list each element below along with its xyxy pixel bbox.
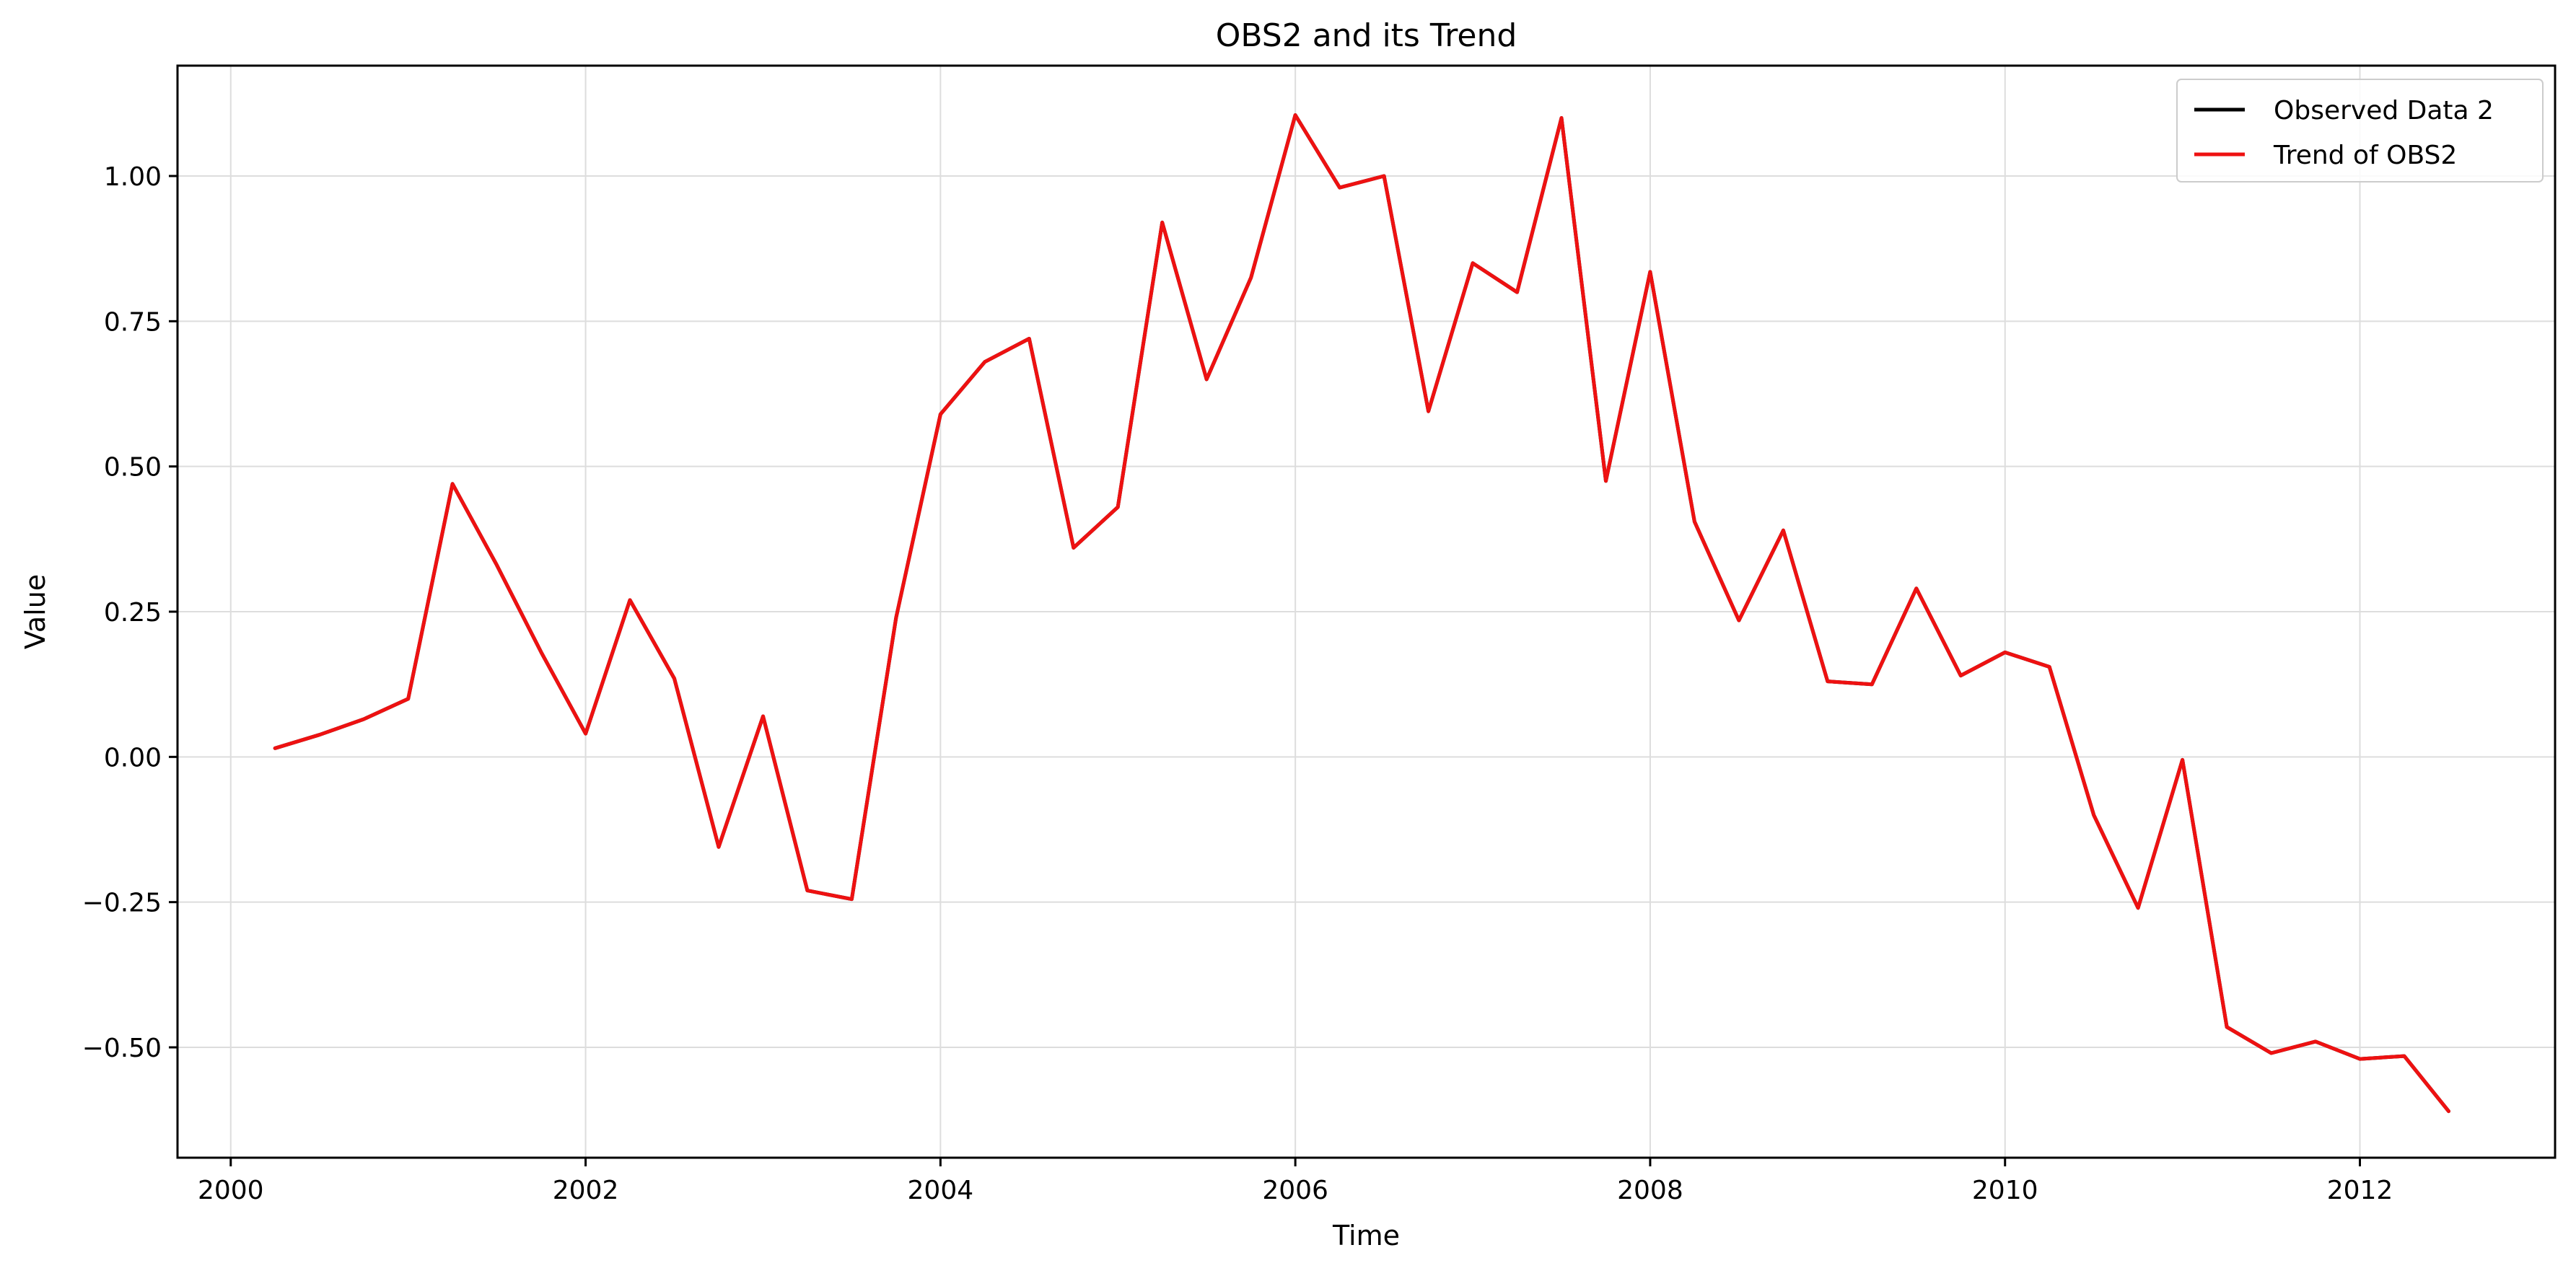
- y-axis-label: Value: [19, 574, 51, 649]
- x-tick-label-5: 2010: [1972, 1176, 2038, 1205]
- x-axis-label: Time: [1332, 1220, 1400, 1251]
- legend: Observed Data 2 Trend of OBS2: [2176, 79, 2544, 182]
- chart-title: OBS2 and its Trend: [1216, 17, 1517, 54]
- x-axis-ticks: 2000 2002 2004 2006 2008 2010 2012: [198, 1158, 2393, 1205]
- x-tick-label-6: 2012: [2327, 1176, 2393, 1205]
- x-tick-label-4: 2008: [1617, 1176, 1683, 1205]
- x-tick-label-1: 2002: [553, 1176, 619, 1205]
- y-tick-label-4: 0.50: [104, 453, 162, 483]
- y-tick-label-2: 0.00: [104, 743, 162, 773]
- y-tick-label-6: 1.00: [104, 162, 162, 192]
- y-tick-label-1: −0.25: [82, 889, 162, 918]
- y-tick-label-5: 0.75: [104, 307, 162, 337]
- y-tick-label-0: −0.50: [82, 1034, 162, 1063]
- series-line-observed-data-2: [273, 113, 2450, 1114]
- x-tick-label-3: 2006: [1262, 1176, 1328, 1205]
- legend-label-observed: Observed Data 2: [2274, 96, 2494, 126]
- series-line-trend-of-obs2: [273, 113, 2450, 1114]
- legend-box: [2176, 79, 2544, 182]
- series-lines: [273, 113, 2450, 1114]
- legend-label-trend: Trend of OBS2: [2273, 141, 2457, 170]
- y-tick-label-3: 0.25: [104, 598, 162, 628]
- y-axis-ticks: −0.50 −0.25 0.00 0.25 0.50 0.75 1.00: [82, 162, 178, 1063]
- grid: [178, 66, 2555, 1158]
- x-tick-label-2: 2004: [908, 1176, 974, 1205]
- x-tick-label-0: 2000: [198, 1176, 264, 1205]
